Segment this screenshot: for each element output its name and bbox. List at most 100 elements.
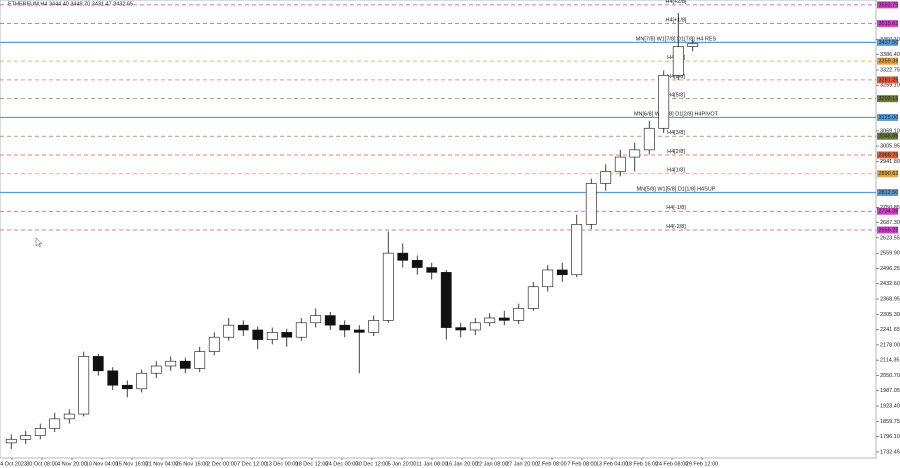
level-price-label: 3593.75 <box>879 2 899 8</box>
x-tick-label: 13 Feb 04:00 <box>596 461 628 467</box>
level-label: H4[-2/8] <box>666 224 686 230</box>
level-price-box <box>877 38 898 46</box>
x-tick-label: 30 Dec 12:00 <box>356 461 389 467</box>
x-tick-label: 18 Feb 16:00 <box>626 461 658 467</box>
level-price-label: 2812.50 <box>879 190 899 196</box>
candle-body <box>136 372 148 390</box>
x-tick-label: 15 Nov 16:00 <box>116 461 149 467</box>
y-tick-label: 1923.40 <box>880 403 900 409</box>
x-tick-label: 11 Jan 08:00 <box>416 461 447 467</box>
candle-body <box>252 329 264 340</box>
candle-body <box>49 418 61 429</box>
y-tick-label: 2941.80 <box>880 159 900 165</box>
y-tick-label: 2305.30 <box>880 312 900 318</box>
level-price-label: 2890.62 <box>879 171 899 177</box>
candle-body <box>469 322 481 331</box>
y-tick-label: 2432.60 <box>880 281 900 287</box>
candle-body <box>556 269 568 276</box>
candle-body <box>455 327 467 331</box>
level-price-box <box>877 188 898 196</box>
candle-body <box>20 435 32 440</box>
y-tick-label: 3322.75 <box>880 67 900 73</box>
candle-body <box>571 224 583 276</box>
y-tick-label: 2241.65 <box>880 327 900 333</box>
candle-body <box>194 351 206 369</box>
level-price-label: 3125.00 <box>879 115 899 121</box>
candle-body <box>368 320 380 333</box>
y-tick-label: 2114.35 <box>880 358 899 364</box>
level-price-label: 3046.88 <box>879 134 899 140</box>
level-price-box <box>877 151 898 159</box>
level-label: H4[-1/8] <box>666 205 686 211</box>
candle-body <box>107 370 119 386</box>
level-price-label: 3437.50 <box>879 40 899 46</box>
x-tick-label: 4 Nov 20:00 <box>57 461 87 467</box>
level-label: MN[5/8] W1[5/8] D1[1/8] H4SUP <box>637 186 716 192</box>
y-tick-label: 3386.40 <box>880 52 900 58</box>
level-price-box <box>877 226 898 234</box>
level-label: H4[2/8] <box>667 149 685 155</box>
x-tick-label: 24 Oct 2023 <box>0 461 27 467</box>
level-price-box <box>877 170 898 178</box>
candle-body <box>600 171 612 184</box>
x-tick-label: 7 Feb 08:00 <box>567 461 596 467</box>
y-tick-label: 1796.10 <box>880 434 900 440</box>
x-tick-label: 10 Nov 04:00 <box>86 461 119 467</box>
candle-body <box>527 286 539 309</box>
candle-body <box>5 438 17 444</box>
level-label: MN[6/8] W1[6/8] D1[2/8] H4PIVOT <box>634 111 719 117</box>
candle-body <box>672 46 684 76</box>
x-tick-label: 30 Oct 08:00 <box>26 461 58 467</box>
y-tick-label: 3005.95 <box>880 143 900 149</box>
level-price-label: 3359.38 <box>879 59 899 65</box>
level-label: H4[+1/8] <box>666 18 687 24</box>
candle-body <box>498 317 510 321</box>
chart-title: ETHEREUM,H4 3444.40 3449.70 3431.47 3432… <box>8 1 133 7</box>
x-tick-label: 29 Feb 12:00 <box>686 461 718 467</box>
level-price-label: 3281.25 <box>879 77 899 83</box>
y-tick-label: 3069.10 <box>880 128 900 134</box>
x-tick-label: 21 Nov 04:00 <box>146 461 179 467</box>
y-tick-label: 2750.85 <box>880 205 900 211</box>
candle-body <box>585 183 597 225</box>
level-price-label: 2968.75 <box>879 152 899 158</box>
candle-body <box>440 272 452 328</box>
candle-body <box>426 267 438 273</box>
candle-body <box>237 324 249 331</box>
candle-body <box>687 43 699 47</box>
x-tick-label: 24 Feb 08:00 <box>656 461 688 467</box>
level-label: H4[3/8] <box>667 130 685 136</box>
x-tick-label: 5 Jan 20:00 <box>388 461 417 467</box>
x-tick-label: 16 Jan 20:00 <box>446 461 478 467</box>
level-price-box <box>877 20 898 28</box>
y-tick-label: 3259.10 <box>880 83 900 89</box>
candle-body <box>208 336 220 352</box>
level-price-box <box>877 57 898 65</box>
candle-body <box>324 315 336 326</box>
candle-body <box>382 252 394 321</box>
candle-body <box>165 360 177 367</box>
level-label: H4[+2/8] <box>666 0 687 5</box>
candle-body <box>353 329 365 333</box>
level-label: H4[5/8] <box>667 93 685 99</box>
y-tick-label: 2496.25 <box>880 266 900 272</box>
level-price-box <box>877 207 898 215</box>
candle-body <box>411 260 423 268</box>
x-tick-label: 2 Feb 08:00 <box>537 461 566 467</box>
candle-body <box>542 269 554 288</box>
y-tick-label: 2178.00 <box>880 342 900 348</box>
level-price-box <box>877 95 898 103</box>
candle-body <box>34 428 46 436</box>
candle-body <box>658 75 670 129</box>
x-tick-label: 22 Jan 08:00 <box>476 461 508 467</box>
candle-body <box>179 360 191 369</box>
candle-body <box>92 356 104 372</box>
cursor <box>35 237 43 248</box>
candle-body <box>310 315 322 324</box>
candle-body <box>63 413 75 420</box>
x-tick-label: 18 Dec 12:00 <box>296 461 329 467</box>
x-tick-label: 26 Nov 16:00 <box>176 461 209 467</box>
candle-body <box>150 365 162 374</box>
level-price-box <box>877 1 898 9</box>
